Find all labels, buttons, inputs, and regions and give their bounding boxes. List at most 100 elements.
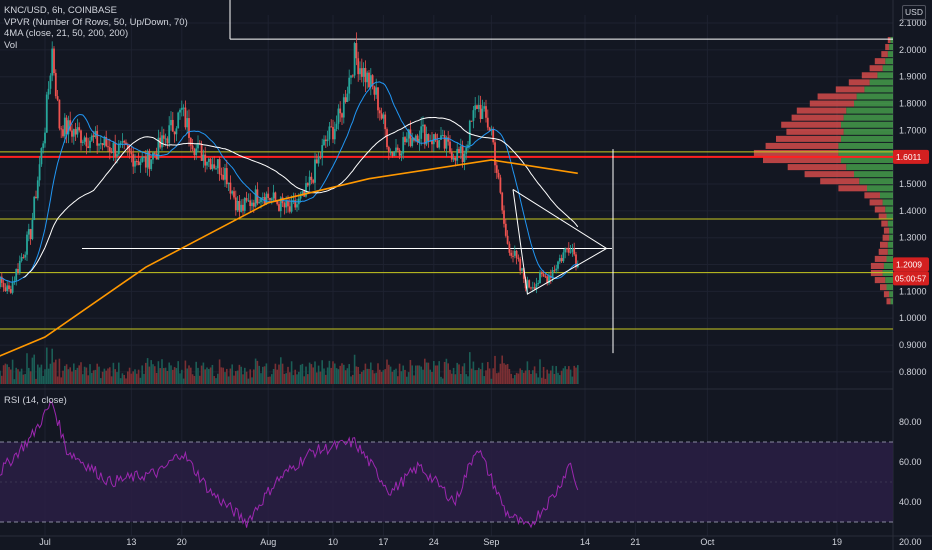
candle-body <box>35 196 37 199</box>
volume-bar <box>442 378 444 384</box>
volume-bar <box>400 371 403 384</box>
candle-body <box>573 248 576 255</box>
candle-body <box>17 269 19 273</box>
vpvr-down-bar <box>880 241 888 248</box>
volume-bar <box>89 364 91 384</box>
vpvr-up-bar <box>854 171 893 178</box>
volume-legend[interactable]: Vol <box>4 39 18 51</box>
volume-bar <box>485 370 487 384</box>
candle-body <box>146 150 149 168</box>
candle-body <box>195 148 198 156</box>
vpvr-up-bar <box>846 107 893 114</box>
volume-bar <box>256 360 259 384</box>
volume-bar <box>481 362 484 384</box>
candle-body <box>98 143 100 146</box>
candle-body <box>479 104 482 120</box>
volume-bar <box>314 361 316 384</box>
volume-bar <box>123 374 125 384</box>
candle-body <box>4 287 7 292</box>
candle-body <box>207 158 210 162</box>
volume-bar <box>371 370 374 384</box>
volume-bar <box>46 347 48 384</box>
volume-bar <box>60 377 62 384</box>
volume-bar <box>6 364 8 384</box>
rsi-legend[interactable]: RSI (14, close) <box>4 395 67 406</box>
vpvr-up-bar <box>885 58 893 65</box>
candle-body <box>8 285 10 290</box>
vpvr-up-bar <box>838 142 893 149</box>
volume-bar <box>497 372 500 384</box>
vpvr-up-bar <box>887 220 893 227</box>
volume-bar <box>208 369 210 384</box>
volume-bar <box>85 367 88 384</box>
candle-body <box>519 259 522 271</box>
candle-body <box>504 223 507 236</box>
candle-body <box>200 144 203 161</box>
candle-body <box>310 176 313 180</box>
volume-bar <box>379 369 381 384</box>
candle-body <box>542 274 545 277</box>
volume-bar <box>38 367 41 384</box>
candle-body <box>548 275 550 284</box>
candle-body <box>139 162 142 166</box>
volume-bar <box>445 358 448 384</box>
volume-bar <box>490 378 493 384</box>
volume-bar <box>118 362 120 384</box>
volume-bar <box>418 365 421 384</box>
volume-bar <box>487 362 489 384</box>
ma-legend[interactable]: 4MA (close, 21, 50, 200, 200) <box>4 28 129 39</box>
volume-bar <box>204 369 206 384</box>
candle-body <box>9 289 12 293</box>
candle-body <box>215 168 217 170</box>
volume-bar <box>560 370 563 384</box>
candle-body <box>211 164 214 170</box>
volume-bar <box>319 371 322 384</box>
volume-bar <box>80 362 82 384</box>
volume-bar <box>2 365 5 384</box>
candle-body <box>461 146 464 163</box>
vpvr-down-bar <box>804 171 854 178</box>
vpvr-down-bar <box>870 262 884 270</box>
candle-body <box>546 276 549 284</box>
volume-bar <box>197 367 199 384</box>
candle-body <box>11 281 14 293</box>
vpvr-down-bar <box>869 199 883 206</box>
candle-body <box>447 137 450 142</box>
candle-body <box>405 138 408 143</box>
volume-bar <box>231 364 233 384</box>
candle-body <box>36 180 39 199</box>
candle-body <box>299 195 302 199</box>
volume-bar <box>220 367 223 384</box>
volume-bar <box>141 365 143 384</box>
volume-bar <box>145 362 147 384</box>
volume-bar <box>109 367 111 384</box>
volume-bar <box>150 360 152 384</box>
candle-body <box>380 113 383 119</box>
symbol-title[interactable]: KNC/USD, 6h, COINBASE <box>4 5 117 16</box>
candle-body <box>569 251 572 253</box>
volume-bar <box>0 370 1 384</box>
vpvr-down-bar <box>874 206 886 213</box>
rsi-axis-label: 60.00 <box>899 457 922 467</box>
volume-bar <box>69 367 71 384</box>
candle-body <box>252 202 255 207</box>
vpvr-legend[interactable]: VPVR (Number Of Rows, 50, Up/Down, 70) <box>4 16 188 28</box>
volume-bar <box>11 359 14 384</box>
volume-bar <box>227 376 230 384</box>
vpvr-up-bar <box>885 277 893 284</box>
candle-body <box>184 107 187 128</box>
candle-body <box>553 270 556 272</box>
vpvr-up-bar <box>887 248 893 255</box>
volume-bar <box>116 372 118 384</box>
candle-body <box>42 143 45 149</box>
volume-bar <box>343 364 345 384</box>
volume-bar <box>449 369 451 384</box>
currency-badge[interactable]: USD <box>902 5 926 20</box>
candle-body <box>182 107 185 109</box>
volume-bar <box>143 373 145 384</box>
candle-body <box>193 149 196 156</box>
volume-bar <box>206 367 208 384</box>
vpvr-down-bar <box>796 107 847 114</box>
candle-body <box>89 140 91 149</box>
